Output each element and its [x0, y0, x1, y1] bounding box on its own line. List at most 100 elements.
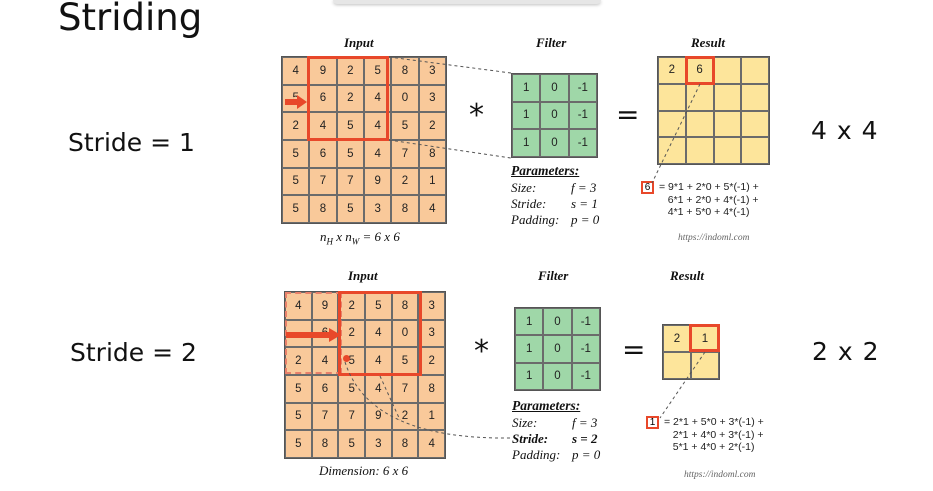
filter-2-cell: -1 — [571, 362, 600, 390]
input-2-cell: 2 — [338, 319, 365, 348]
filter-2-cell: 1 — [515, 362, 544, 390]
window-top-bar — [333, 0, 601, 4]
input-2-cell: 5 — [285, 374, 312, 403]
input-1-cell: 4 — [282, 57, 310, 85]
filter-1-cell: -1 — [568, 101, 597, 130]
param-size-2: Size: f = 3 — [512, 415, 598, 430]
stride-1-output-dim: 4 x 4 — [811, 116, 879, 145]
result-1-cell — [658, 137, 686, 164]
result-2-cell: 2 — [663, 325, 691, 352]
input-1-cell: 5 — [282, 139, 310, 168]
slide-arrow-1 — [285, 94, 307, 113]
param-stride-2: Stride: s = 2 — [512, 431, 598, 446]
filter-2-cell: 1 — [515, 308, 544, 336]
input-1-cell: 8 — [418, 139, 446, 168]
input-2-cell: 7 — [311, 402, 339, 431]
input-1-cell: 8 — [309, 195, 337, 223]
source-url-1: https://indoml.com — [678, 233, 750, 243]
param-padding-1: Padding: p = 0 — [511, 212, 600, 227]
filter-2-cell: 1 — [515, 335, 544, 363]
input-2-cell: 3 — [418, 319, 445, 348]
receptive-field-highlight-1 — [307, 56, 389, 141]
input-1-cell: 5 — [282, 167, 310, 196]
input-2-cell: 8 — [391, 430, 419, 458]
parameters-list-1: Size: f = 3 Stride: s = 1 Padding: p = 0 — [511, 180, 599, 228]
input-1-cell: 2 — [391, 167, 419, 196]
convolution-operator-2: * — [474, 334, 489, 369]
receptive-field-highlight-2 — [338, 291, 422, 376]
parameters-title-1: Parameters: — [511, 163, 580, 178]
filter-1-cell: 1 — [512, 74, 541, 102]
input-2-cell: 3 — [364, 430, 392, 458]
filter-1-cell: -1 — [568, 129, 597, 157]
filter-matrix-2: 1 0 -1 1 0 -1 1 0 -1 — [514, 307, 601, 391]
input-2-cell: 5 — [391, 347, 419, 375]
formula-result-badge-1: 6 — [641, 181, 654, 194]
input-dimension-caption-1: nH x nW = 6 x 6 — [320, 229, 400, 247]
input-2-cell: 4 — [364, 319, 392, 348]
input-1-cell: 2 — [418, 112, 446, 140]
result-1-cell — [658, 83, 686, 111]
convolution-operator-1: * — [469, 98, 484, 133]
result-1-cell — [713, 137, 742, 164]
source-url-2: https://indoml.com — [684, 470, 756, 480]
input-2-cell: 7 — [338, 402, 365, 431]
input-1-cell: 6 — [309, 139, 337, 168]
input-2-cell: 5 — [338, 430, 365, 458]
result-1-cell — [685, 110, 714, 138]
result-1-cell — [741, 137, 769, 164]
input-1-cell: 5 — [336, 112, 364, 140]
parameters-title-2: Parameters: — [512, 398, 581, 413]
result-2-cell — [691, 352, 719, 379]
input-2-cell: 8 — [418, 374, 445, 403]
input-2-cell: 2 — [285, 347, 312, 375]
input-header-1: Input — [344, 35, 374, 50]
result-1-cell — [685, 83, 714, 111]
input-1-cell: 1 — [418, 167, 446, 196]
stride-2-output-dim: 2 x 2 — [812, 337, 880, 366]
slide-title: Striding — [58, 0, 203, 39]
input-2-cell: 0 — [391, 319, 419, 348]
input-2-cell: 6 — [311, 374, 339, 403]
input-2-cell: 9 — [311, 292, 339, 320]
input-1-cell: 2 — [282, 112, 310, 140]
input-1-cell: 3 — [418, 57, 446, 85]
formula-result-badge-2: 1 — [646, 416, 659, 429]
input-2-cell: 8 — [311, 430, 339, 458]
result-1-cell — [713, 83, 742, 111]
result-2-cell — [663, 352, 691, 379]
filter-1-cell: 0 — [540, 74, 569, 102]
filter-2-cell: -1 — [571, 335, 600, 363]
input-1-cell: 6 — [309, 84, 337, 113]
formula-1: = 9*1 + 2*0 + 5*(-1) + 6*1 + 2*0 + 4*(-1… — [659, 181, 759, 218]
filter-2-cell: 0 — [543, 335, 572, 363]
input-2-cell: 4 — [311, 347, 339, 375]
input-1-cell: 4 — [309, 112, 337, 140]
input-1-cell: 9 — [364, 167, 392, 196]
input-1-cell: 7 — [336, 167, 364, 196]
input-1-cell: 3 — [364, 195, 392, 223]
input-1-cell: 5 — [336, 195, 364, 223]
input-dimension-caption-2: Dimension: 6 x 6 — [319, 463, 409, 478]
result-1-cell — [741, 83, 769, 111]
input-2-cell: 5 — [338, 347, 365, 375]
input-1-cell: 2 — [336, 57, 364, 85]
equals-sign-1: = — [616, 98, 640, 131]
slide-arrow-2 — [286, 327, 341, 346]
input-1-cell: 5 — [282, 84, 310, 113]
input-1-cell: 0 — [391, 84, 419, 113]
input-matrix-2: 49258362403245452565478577921585384 — [284, 291, 446, 459]
input-1-cell: 4 — [364, 139, 392, 168]
filter-1-cell: 1 — [512, 101, 541, 130]
input-1-cell: 5 — [282, 195, 310, 223]
input-1-cell: 3 — [418, 84, 446, 113]
input-1-cell: 2 — [336, 84, 364, 113]
input-2-cell: 5 — [285, 402, 312, 431]
formula-2: = 2*1 + 5*0 + 3*(-1) + 2*1 + 4*0 + 3*(-1… — [664, 416, 764, 453]
input-1-cell: 4 — [418, 195, 446, 223]
stride-2-label: Stride = 2 — [70, 338, 197, 367]
